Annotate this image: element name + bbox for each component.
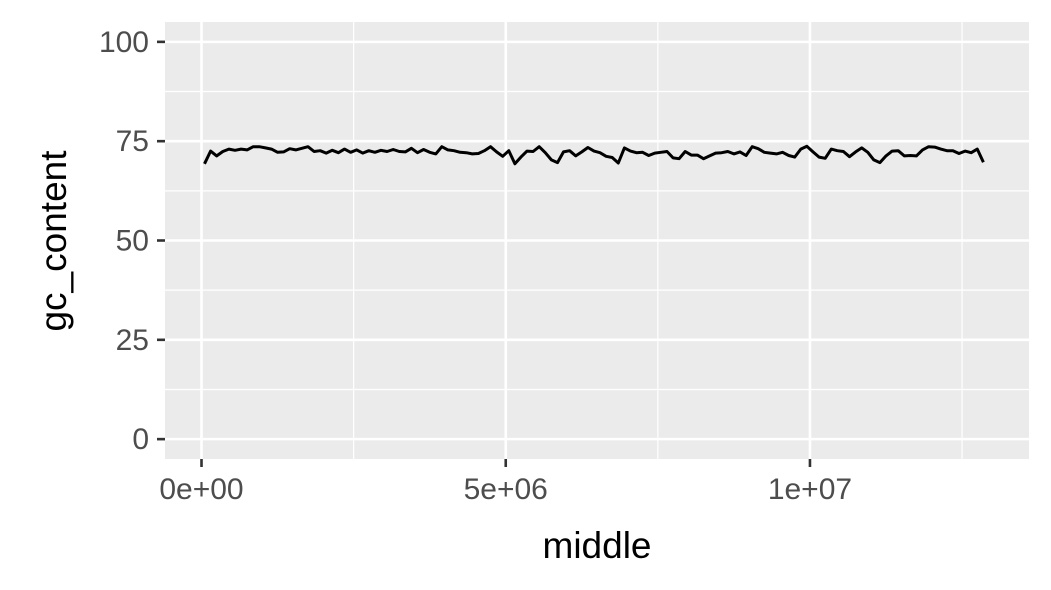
major-grid xyxy=(165,22,1029,459)
y-axis-title: gc_content xyxy=(33,150,74,332)
axis-ticks xyxy=(157,40,812,467)
y-tick-label: 50 xyxy=(116,225,149,258)
x-tick-labels: 0e+00 5e+06 1e+07 xyxy=(159,473,852,506)
y-tick-label: 75 xyxy=(116,125,149,158)
y-tick-label: 100 xyxy=(99,26,149,59)
x-axis-title: middle xyxy=(543,525,652,566)
x-tick-label: 0e+00 xyxy=(159,473,243,506)
y-tick-labels: 0 25 50 75 100 xyxy=(99,26,149,456)
x-tick-label: 5e+06 xyxy=(464,473,548,506)
x-tick-label: 1e+07 xyxy=(768,473,852,506)
y-tick-label: 0 xyxy=(132,423,149,456)
gc-content-series-line xyxy=(203,144,985,166)
y-tick-label: 25 xyxy=(116,324,149,357)
